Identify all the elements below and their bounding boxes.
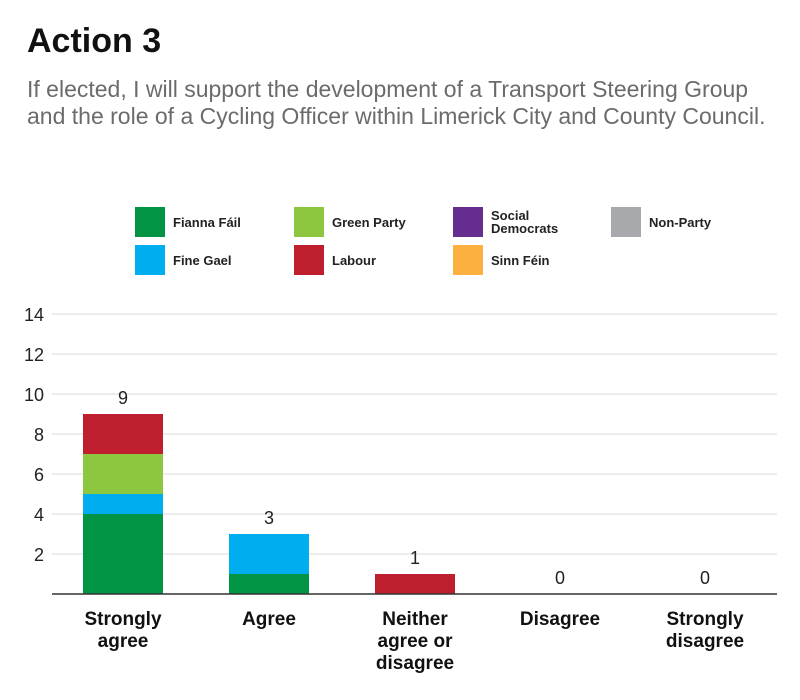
legend-label: Social Democrats	[491, 208, 559, 236]
legend-item-labour: Labour	[294, 245, 442, 275]
legend-swatch	[611, 207, 641, 237]
y-tick-label: 14	[24, 305, 44, 325]
x-tick-label-line: Neither	[382, 609, 448, 630]
x-tick-label: Agree	[204, 609, 334, 631]
x-tick-label: Disagree	[495, 609, 625, 631]
bar-total-label: 0	[555, 568, 565, 588]
legend-swatch	[294, 245, 324, 275]
x-tick-label-line: Strongly	[84, 609, 162, 630]
legend-item-social-democrats: Social Democrats	[453, 207, 581, 237]
y-tick-label: 10	[24, 385, 44, 405]
bar-segment-labour	[375, 574, 455, 594]
legend-label: Labour	[332, 252, 377, 268]
y-tick-label: 8	[34, 425, 44, 445]
bar-segment-fine-gael	[229, 534, 309, 574]
bar-total-label: 9	[118, 388, 128, 408]
legend-swatch	[453, 245, 483, 275]
legend-swatch	[135, 207, 165, 237]
legend-swatch	[453, 207, 483, 237]
legend-label: Green Party	[332, 214, 406, 230]
legend-label: Sinn Féin	[491, 252, 550, 268]
y-tick-label: 6	[34, 465, 44, 485]
x-tick-label-line: disagree	[665, 631, 745, 652]
x-tick-label-line: disagree	[375, 653, 455, 674]
x-tick-label: Strongly agree	[58, 609, 188, 653]
x-tick-label-line: Strongly	[666, 609, 744, 630]
legend-item-non-party: Non-Party	[611, 207, 759, 237]
legend-label: Fine Gael	[173, 252, 232, 268]
bar-segment-fine-gael	[83, 494, 163, 514]
legend-swatch	[294, 207, 324, 237]
bar-total-label: 1	[410, 548, 420, 568]
x-tick-label-line: Agree	[242, 609, 296, 630]
legend-label: Non-Party	[649, 214, 712, 230]
x-tick-label: Neither agree or disagree	[350, 609, 480, 675]
x-tick-label-line: Disagree	[519, 609, 601, 630]
x-tick-label-line: agree	[97, 631, 149, 652]
bar-segment-labour	[83, 414, 163, 454]
y-tick-label: 4	[34, 505, 44, 525]
bar-total-label: 3	[264, 508, 274, 528]
chart-title: Action 3	[27, 22, 162, 60]
y-tick-label: 2	[34, 545, 44, 565]
bar-segment-green-party	[83, 454, 163, 494]
bar-total-label: 0	[700, 568, 710, 588]
x-tick-label-line: agree or	[377, 631, 453, 652]
bar-segment-fianna-f-il	[229, 574, 309, 594]
chart-subtitle: If elected, I will support the developme…	[27, 76, 766, 129]
legend-item-sinn-fein: Sinn Féin	[453, 245, 601, 275]
legend-item-green-party: Green Party	[294, 207, 442, 237]
legend-label: Fianna Fáil	[173, 214, 241, 230]
bar-segment-fianna-f-il	[83, 514, 163, 594]
legend-item-fine-gael: Fine Gael	[135, 245, 283, 275]
legend-item-fianna-fail: Fianna Fáil	[135, 207, 283, 237]
y-tick-label: 12	[24, 345, 44, 365]
x-tick-label: Strongly disagree	[640, 609, 770, 653]
legend-swatch	[135, 245, 165, 275]
